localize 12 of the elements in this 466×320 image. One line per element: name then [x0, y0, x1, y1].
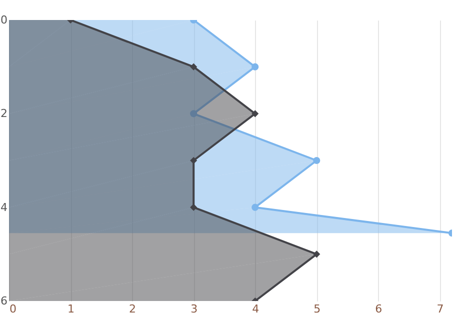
- x-tick-label: 2: [129, 302, 136, 316]
- y-tick-label: 6: [0, 294, 8, 308]
- y-tick-label: 2: [0, 107, 8, 120]
- x-tick-label: 0: [10, 302, 16, 316]
- x-tick-label: 3: [190, 302, 198, 316]
- x-tick-label: 7: [436, 302, 444, 316]
- y-tick-label: 0: [0, 14, 8, 26]
- x-tick-label: 5: [314, 302, 321, 316]
- y-tick-label: 4: [0, 200, 8, 214]
- x-tick-label: 4: [252, 302, 260, 316]
- x-tick-label: 1: [68, 302, 75, 316]
- x-tick-label: 6: [375, 302, 382, 316]
